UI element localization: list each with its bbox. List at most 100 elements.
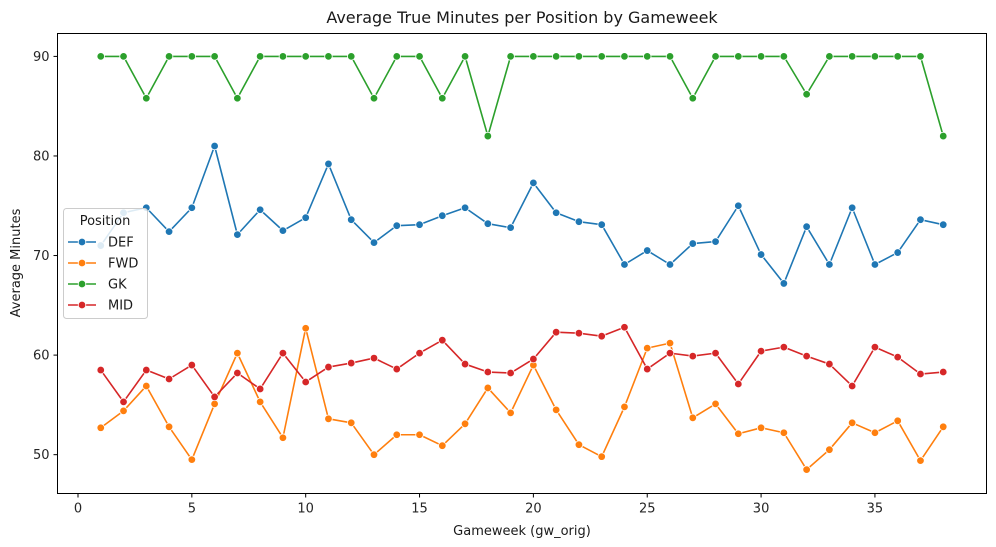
legend-item-fwd: FWD <box>68 257 138 272</box>
data-point-gk <box>164 52 174 61</box>
legend-marker <box>77 300 87 310</box>
data-point-gk <box>119 52 128 61</box>
data-point-fwd <box>939 422 948 431</box>
data-point-mid <box>870 342 880 352</box>
data-point-def <box>802 222 811 231</box>
data-point-gk <box>415 52 424 61</box>
data-point-fwd <box>438 441 447 450</box>
data-point-fwd <box>756 423 766 432</box>
legend-item-def: DEF <box>68 236 134 251</box>
legend-label: FWD <box>108 257 138 272</box>
data-point-mid <box>847 381 857 391</box>
data-point-def <box>415 220 424 229</box>
legend-box <box>63 208 148 319</box>
data-point-def <box>347 215 356 224</box>
data-point-gk <box>278 52 288 61</box>
data-point-def <box>711 237 720 246</box>
data-point-gk <box>551 52 561 61</box>
data-point-fwd <box>847 418 857 428</box>
data-point-def <box>870 260 880 269</box>
legend-marker <box>77 279 87 289</box>
series-line-fwd <box>100 327 944 471</box>
data-point-mid <box>643 364 652 374</box>
data-point-fwd <box>688 413 697 423</box>
data-point-gk <box>597 52 606 61</box>
data-point-fwd <box>597 452 606 461</box>
data-point-mid <box>460 359 470 369</box>
data-point-fwd <box>779 428 789 437</box>
data-point-fwd <box>210 399 219 409</box>
data-point-mid <box>893 352 902 362</box>
data-point-fwd <box>802 465 811 474</box>
data-point-gk <box>483 131 493 141</box>
data-point-def <box>164 227 174 236</box>
y-axis-ticks: 50 60 70 80 90 <box>33 50 58 463</box>
data-point-fwd <box>369 450 379 459</box>
data-point-def <box>574 217 584 226</box>
data-point-def <box>939 220 948 229</box>
data-point-gk <box>893 52 902 61</box>
data-point-mid <box>939 367 948 377</box>
data-point-fwd <box>415 430 424 439</box>
data-point-gk <box>620 52 629 61</box>
data-point-gk <box>870 52 880 61</box>
data-point-gk <box>301 52 310 61</box>
series-line-def <box>100 145 944 285</box>
data-point-def <box>438 211 447 220</box>
data-point-mid <box>347 358 356 368</box>
x-tick-label: 25 <box>639 502 656 517</box>
series-def <box>96 141 948 288</box>
series-mid <box>96 323 948 407</box>
y-tick-label: 70 <box>33 249 50 264</box>
data-point-mid <box>916 369 925 379</box>
legend-label: GK <box>108 278 127 293</box>
x-tick-label: 5 <box>188 502 196 517</box>
data-point-def <box>825 260 834 269</box>
data-point-mid <box>734 379 743 389</box>
data-point-gk <box>939 131 948 141</box>
series-layer <box>96 52 948 474</box>
data-point-def <box>756 250 766 259</box>
data-point-fwd <box>164 422 174 431</box>
data-point-mid <box>415 348 424 358</box>
data-point-fwd <box>870 428 880 437</box>
data-point-mid <box>164 374 174 384</box>
y-tick-label: 60 <box>33 349 50 364</box>
data-point-fwd <box>324 414 333 424</box>
x-axis-ticks: 0 5 10 15 20 25 30 35 <box>74 493 883 517</box>
data-point-def <box>392 221 401 230</box>
data-point-def <box>847 203 857 212</box>
legend-label: DEF <box>108 236 134 251</box>
data-point-fwd <box>233 348 242 358</box>
data-point-mid <box>620 323 629 332</box>
data-point-fwd <box>347 418 356 428</box>
data-point-fwd <box>893 416 902 426</box>
data-point-fwd <box>460 419 470 429</box>
data-point-def <box>255 205 265 214</box>
x-tick-label: 20 <box>525 502 542 517</box>
data-point-gk <box>916 52 925 61</box>
legend-item-mid: MID <box>68 299 133 314</box>
data-point-def <box>597 220 606 229</box>
data-point-fwd <box>711 399 720 409</box>
data-point-gk <box>369 94 379 103</box>
data-point-gk <box>529 52 538 61</box>
data-point-def <box>620 260 629 269</box>
data-point-mid <box>301 377 310 387</box>
legend-items: DEF FWD GK MID <box>68 236 138 314</box>
data-point-gk <box>665 52 675 61</box>
data-point-mid <box>324 362 333 372</box>
data-point-gk <box>255 52 265 61</box>
data-point-fwd <box>142 381 151 391</box>
data-point-mid <box>574 328 584 338</box>
x-tick-label: 15 <box>411 502 428 517</box>
data-point-def <box>643 246 652 255</box>
data-point-fwd <box>825 445 834 454</box>
data-point-def <box>483 219 493 228</box>
data-point-fwd <box>506 408 515 418</box>
data-point-gk <box>392 52 401 61</box>
x-tick-label: 30 <box>753 502 770 517</box>
y-tick-label: 80 <box>33 149 50 164</box>
legend: Position DEF FWD GK MID <box>63 208 148 319</box>
plot-frame <box>57 33 987 494</box>
